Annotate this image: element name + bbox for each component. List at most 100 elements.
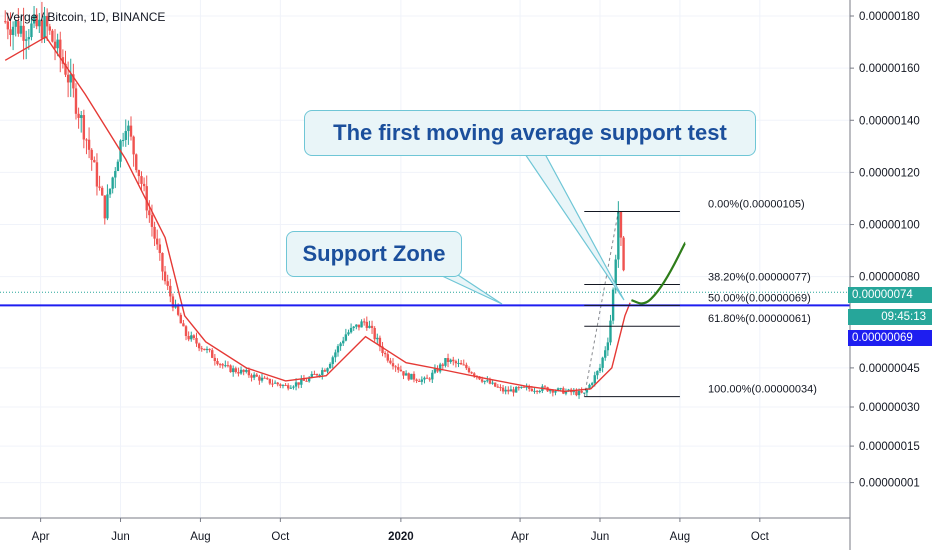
support-zone-callout[interactable]: Support Zone [286,231,462,277]
candle-body [331,357,334,365]
candle-body [11,26,15,35]
candle-body [399,369,403,372]
y-tick-label: 0.00000001 [859,478,920,490]
candle-body [197,343,201,349]
candle-body [397,367,400,370]
candle-body [116,161,120,172]
candle-body [184,326,188,336]
candle-body [289,387,293,389]
candle-body [344,334,348,341]
candle-body [436,368,439,372]
candle-body [208,348,211,351]
candle-body [114,171,117,178]
candle-body [268,378,272,384]
candle-body [310,373,313,378]
x-tick-label: Oct [751,531,770,543]
x-tick-label: Jun [111,531,130,543]
candle-body [239,369,243,374]
y-tick-label: 0.00000045 [859,363,920,375]
candle-body [234,368,238,373]
candle-body [433,368,437,373]
candle-body [252,374,256,378]
candle-body [169,285,172,297]
candle-body [352,326,355,328]
candle-body [137,170,141,177]
moving-average-callout[interactable]: The first moving average support test [304,110,756,156]
y-tick-label: 0.00000160 [859,63,920,75]
candle-body [276,382,279,385]
candle-body [386,354,389,361]
candle-body [43,16,46,39]
support-zone-callout-pointer [439,274,503,305]
candle-body [538,390,541,392]
candle-body [22,25,25,41]
y-tick-label: 0.00000015 [859,441,920,453]
candle-body [111,177,114,189]
candle-body [559,388,562,390]
candle-body [156,238,159,245]
candle-body [297,382,300,385]
candle-body [530,388,534,392]
candle-body [525,386,528,388]
candle-body [415,379,418,381]
candle-body [287,385,290,389]
y-tick-label: 0.00000080 [859,272,920,284]
candle-body [66,74,70,83]
candle-body [56,39,59,49]
candle-body [368,325,371,328]
candle-body [355,324,358,327]
candle-body [163,271,167,282]
candle-body [528,386,531,389]
candle-body [93,159,96,163]
candle-body [428,378,431,380]
candle-body [614,259,617,290]
candle-body [467,368,471,373]
candle-body [496,386,500,388]
candle-body [19,25,23,34]
candle-body [391,363,395,367]
candle-body [90,149,93,160]
candle-body [564,391,568,394]
candle-body [216,361,219,365]
candle-body [158,244,162,254]
candle-body [517,387,520,389]
candle-body [142,183,146,187]
candle-body [51,30,54,42]
candle-body [9,29,12,35]
candle-body [501,387,505,392]
candle-body [583,392,586,394]
candle-body [187,335,190,340]
candle-body [211,350,214,358]
candle-body [619,211,623,238]
candle-body [473,373,476,376]
candle-body [360,321,363,328]
candle-body [520,386,523,388]
candle-body [622,237,625,271]
candle-body [77,113,80,118]
candle-body [313,373,316,375]
projection-curve [631,242,687,305]
candle-body [491,382,494,384]
x-tick-label: Jun [591,531,610,543]
moving-average [4,35,631,393]
candle-body [412,373,416,380]
candle-body [315,374,319,376]
candle-body [161,253,164,272]
candle-body [454,361,458,364]
candle-body [596,370,599,376]
x-tick-label: Aug [190,531,210,543]
candle-body [100,187,104,196]
x-tick-label: 2020 [388,531,414,543]
candle-body [213,357,217,362]
candle-body [446,358,450,362]
candle-body [488,380,492,384]
y-tick-label: 0.00000180 [859,11,920,23]
candle-body [98,186,101,188]
candle-body [242,369,245,372]
candle-body [507,389,510,392]
candle-body [590,383,594,385]
support-zone-callout-text: Support Zone [302,241,446,266]
candle-body [438,364,442,372]
